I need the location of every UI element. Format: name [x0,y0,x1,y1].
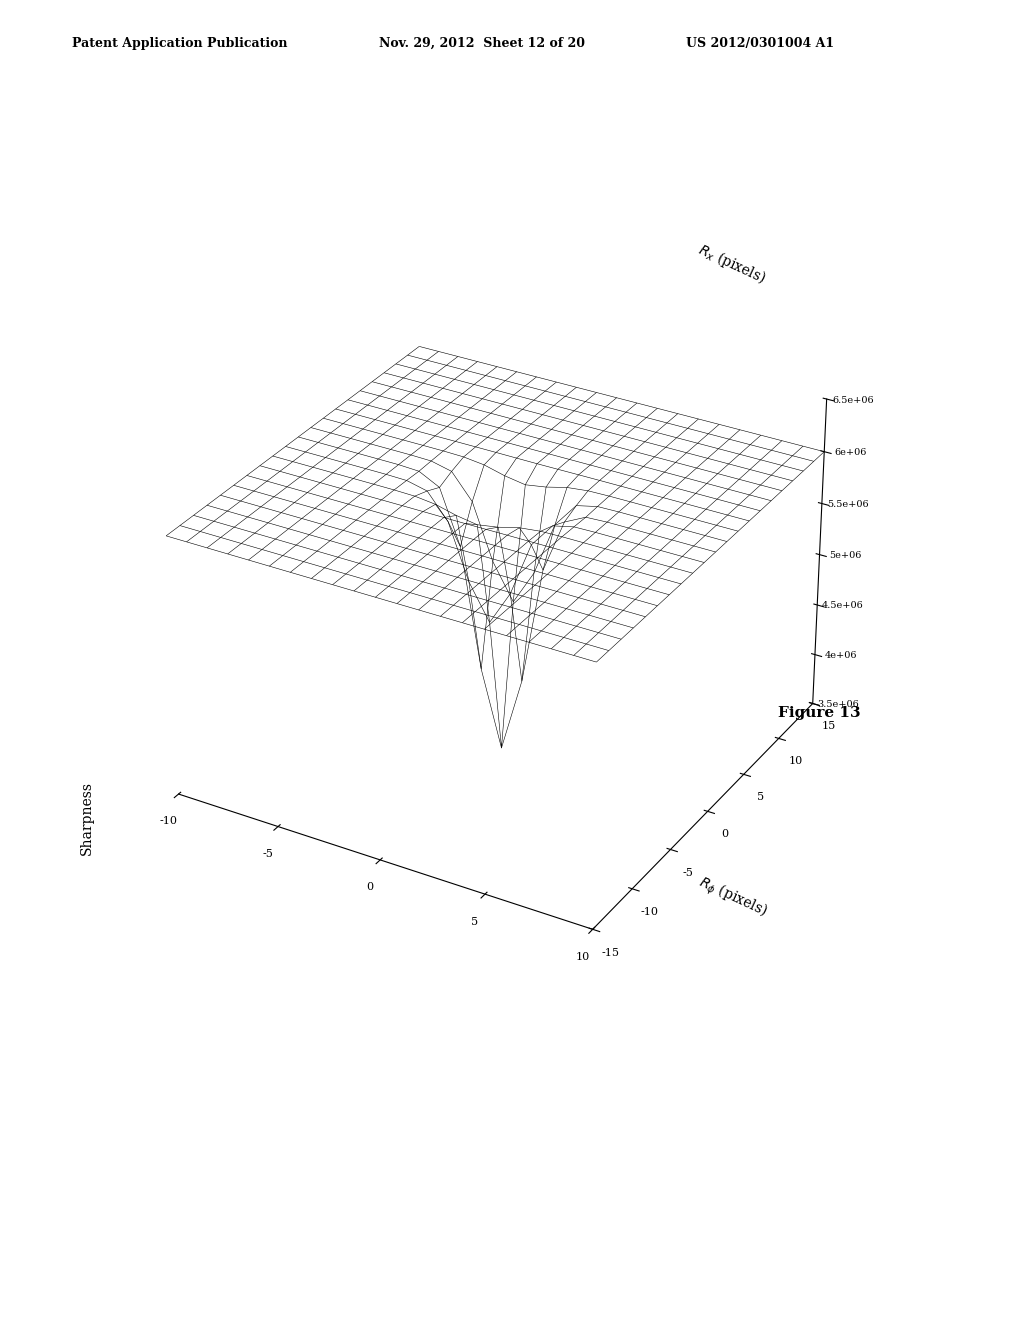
Text: Sharpness: Sharpness [80,781,94,855]
Text: $R_x$ (pixels): $R_x$ (pixels) [695,240,769,288]
Text: $R_\phi$ (pixels): $R_\phi$ (pixels) [694,873,770,923]
Text: US 2012/0301004 A1: US 2012/0301004 A1 [686,37,835,50]
Text: Nov. 29, 2012  Sheet 12 of 20: Nov. 29, 2012 Sheet 12 of 20 [379,37,585,50]
Text: Figure 13: Figure 13 [778,706,860,719]
Text: Patent Application Publication: Patent Application Publication [72,37,287,50]
